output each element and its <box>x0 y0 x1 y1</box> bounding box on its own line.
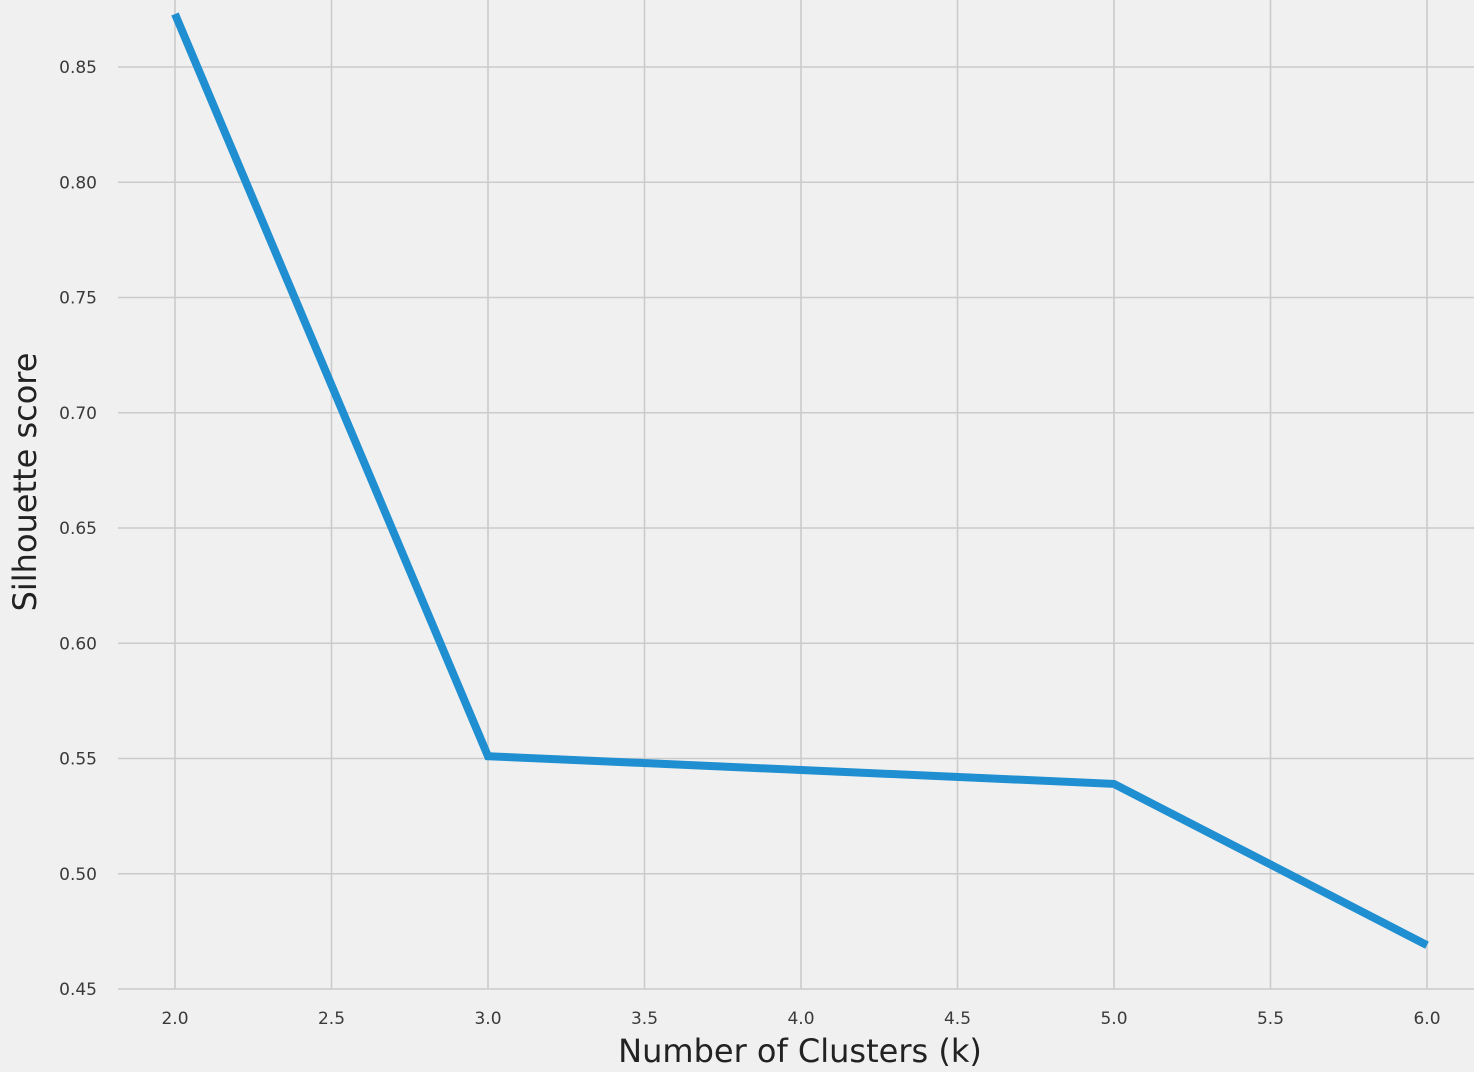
y-tick-label: 0.75 <box>59 289 97 309</box>
series-layer <box>171 12 1429 949</box>
x-tick-label: 3.0 <box>474 1009 501 1029</box>
x-tick-label: 4.5 <box>944 1009 971 1029</box>
y-tick-label: 0.85 <box>59 58 97 78</box>
grid <box>118 0 1474 990</box>
x-tick-label: 3.5 <box>631 1009 658 1029</box>
y-tick-label: 0.50 <box>59 865 97 885</box>
y-tick-label: 0.65 <box>59 519 97 539</box>
x-tick-label: 5.5 <box>1257 1009 1284 1029</box>
y-axis-label: Silhouette score <box>6 353 44 612</box>
x-tick-label: 2.0 <box>161 1009 188 1029</box>
y-tick-label: 0.45 <box>59 980 97 1000</box>
x-tick-label: 6.0 <box>1413 1009 1440 1029</box>
x-tick-label: 2.5 <box>318 1009 345 1029</box>
y-tick-label: 0.60 <box>59 634 97 654</box>
y-tick-label: 0.70 <box>59 404 97 424</box>
x-tick-label: 4.0 <box>787 1009 814 1029</box>
y-tick-label: 0.55 <box>59 750 97 770</box>
x-axis-label: Number of Clusters (k) <box>618 1032 982 1070</box>
x-tick-label: 5.0 <box>1100 1009 1127 1029</box>
tick-labels: 2.0 2.5 3.0 3.5 4.0 4.5 5.0 5.5 6.0 0.45 0.50 0.55 0… <box>59 58 1440 1029</box>
series-line <box>171 12 1429 949</box>
y-tick-label: 0.80 <box>59 173 97 193</box>
